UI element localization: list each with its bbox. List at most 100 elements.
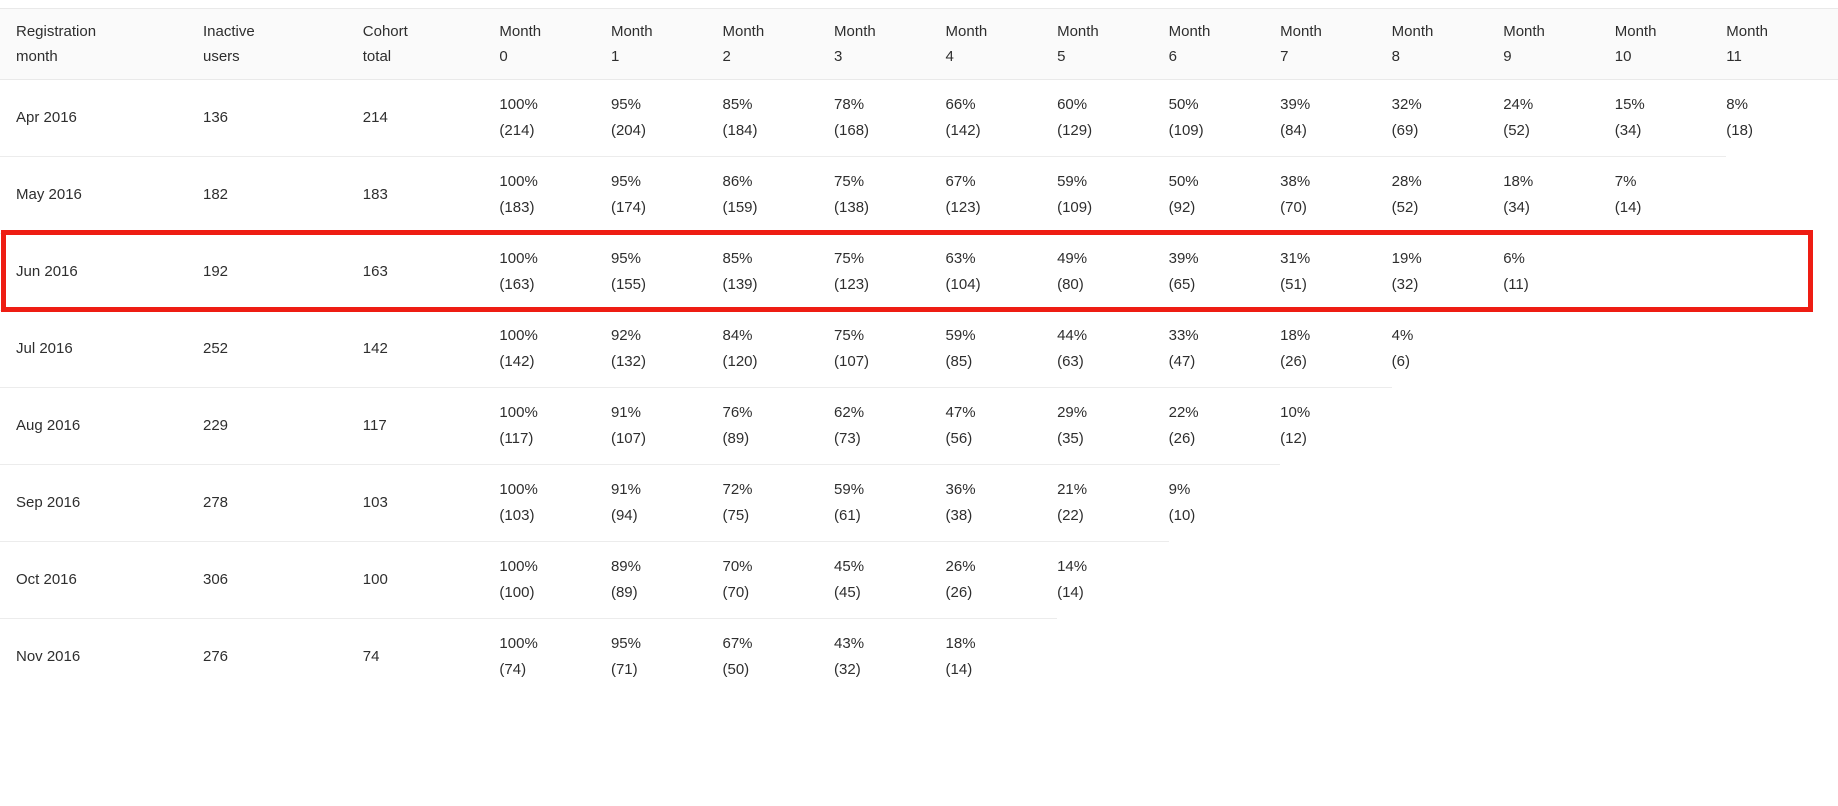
cell-month-3: 75% (138) <box>834 156 946 234</box>
retention-count: (52) <box>1391 199 1419 216</box>
retention-count: (174) <box>610 199 646 216</box>
cell-month-2: 85% (139) <box>722 233 835 311</box>
retention-count: (74) <box>499 661 527 679</box>
column-header-month-0: Month 0 <box>499 8 611 80</box>
cell-month-7-empty <box>1280 542 1392 619</box>
cell-month-10-empty <box>1615 465 1727 542</box>
cell-month-7: 39% (84) <box>1280 80 1392 157</box>
cell-month-3: 62% (73) <box>834 387 946 465</box>
retention-percent: 95% <box>610 173 641 190</box>
cell-inactive-users: 192 <box>202 233 363 311</box>
retention-percent: 91% <box>610 481 641 498</box>
column-header-month-6: Month 6 <box>1168 8 1281 80</box>
column-header-label: Month 5 <box>1057 23 1099 65</box>
cell-month-9-empty <box>1503 542 1615 619</box>
retention-percent: 100% <box>499 327 538 344</box>
retention-count: (63) <box>1057 353 1084 370</box>
retention-count: (12) <box>1280 430 1307 448</box>
cell-cohort-total: 183 <box>362 156 500 234</box>
cell-month-4: 59% (85) <box>945 310 1058 388</box>
retention-count: (26) <box>945 584 973 601</box>
column-header-label: Month 6 <box>1168 23 1211 65</box>
column-header-month-9: Month 9 <box>1503 8 1615 80</box>
retention-percent: 21% <box>1057 481 1088 498</box>
column-header-month-2: Month 2 <box>722 8 835 80</box>
cell-month-3: 78% (168) <box>834 80 946 157</box>
cell-registration-month: Jul 2016 <box>0 310 203 388</box>
retention-count: (214) <box>499 122 535 139</box>
cell-month-11-empty <box>1726 388 1838 465</box>
column-header-label: Month 8 <box>1391 23 1434 65</box>
column-header-month-10: Month 10 <box>1614 8 1727 80</box>
cell-month-6: 9% (10) <box>1168 464 1281 542</box>
column-header-label: Month 7 <box>1280 23 1322 65</box>
retention-percent: 62% <box>834 404 865 421</box>
retention-percent: 8% <box>1726 96 1748 114</box>
retention-percent: 47% <box>945 404 976 421</box>
retention-percent: 33% <box>1168 327 1199 344</box>
retention-percent: 39% <box>1280 96 1311 113</box>
retention-percent: 59% <box>1057 173 1088 190</box>
retention-count: (70) <box>1280 199 1307 216</box>
cell-month-10-empty <box>1615 542 1727 619</box>
cohort-row-jun-2016: Jun 2016 192 163 100% (163) 95% (155) 85% (139) 7… <box>0 233 1838 311</box>
retention-percent: 26% <box>945 558 976 575</box>
retention-percent: 10% <box>1280 404 1311 422</box>
column-header-label: Month 10 <box>1614 23 1657 65</box>
cohort-table-container: Registration month Inactive users Cohort t… <box>0 8 1838 696</box>
cell-month-5: 14% (14) <box>1057 541 1169 619</box>
retention-percent: 72% <box>722 481 753 498</box>
retention-count: (10) <box>1168 507 1196 525</box>
cell-month-6: 22% (26) <box>1168 387 1281 465</box>
cell-month-10-empty <box>1615 619 1727 696</box>
retention-count: (56) <box>945 430 973 447</box>
cell-month-11-empty <box>1726 542 1838 619</box>
cell-month-6-empty <box>1169 619 1281 696</box>
column-header-label: Month 2 <box>722 23 765 65</box>
cohort-row-sep-2016: Sep 2016 278 103 100% (103) 91% (94) 72% (75) 59%… <box>0 464 1838 542</box>
retention-count: (73) <box>834 430 861 447</box>
column-header-month-8: Month 8 <box>1391 8 1504 80</box>
cell-month-1: 95% (71) <box>610 618 723 696</box>
retention-count: (14) <box>1057 584 1084 602</box>
retention-percent: 75% <box>834 173 865 190</box>
cell-month-3: 43% (32) <box>834 618 946 696</box>
cell-registration-month: Jun 2016 <box>0 233 203 311</box>
cell-cohort-total: 142 <box>362 310 500 388</box>
retention-count: (120) <box>722 353 758 370</box>
cell-registration-month: May 2016 <box>0 156 203 234</box>
retention-count: (84) <box>1280 122 1307 139</box>
column-header-month-4: Month 4 <box>945 8 1058 80</box>
retention-count: (109) <box>1168 122 1204 139</box>
retention-percent: 66% <box>945 96 976 113</box>
cell-month-6: 50% (92) <box>1168 156 1281 234</box>
column-header-label: Month 11 <box>1726 23 1768 65</box>
column-header-label: Registration month <box>16 23 97 65</box>
column-header-label: Month 9 <box>1503 23 1545 65</box>
retention-count: (132) <box>610 353 646 370</box>
cell-month-4: 63% (104) <box>945 233 1058 311</box>
retention-count: (14) <box>945 661 973 679</box>
cell-month-1: 91% (107) <box>610 387 723 465</box>
column-header-label: Inactive users <box>202 23 255 65</box>
cell-month-1: 95% (204) <box>611 80 723 157</box>
cell-cohort-total: 103 <box>362 464 500 542</box>
retention-count: (51) <box>1280 276 1307 293</box>
cell-month-1: 95% (174) <box>610 156 723 234</box>
retention-percent: 63% <box>945 250 976 267</box>
retention-percent: 22% <box>1168 404 1199 421</box>
retention-percent: 100% <box>499 173 538 190</box>
retention-percent: 84% <box>722 327 753 344</box>
retention-percent: 15% <box>1614 96 1645 113</box>
column-header-label: Month 0 <box>499 23 542 65</box>
retention-count: (61) <box>834 507 861 524</box>
retention-percent: 50% <box>1168 96 1199 113</box>
retention-percent: 19% <box>1391 250 1422 267</box>
retention-count: (89) <box>610 584 638 601</box>
cell-month-3: 75% (123) <box>834 233 946 311</box>
cell-month-10: 15% (34) <box>1615 80 1727 157</box>
retention-percent: 14% <box>1057 558 1088 576</box>
retention-count: (123) <box>945 199 981 216</box>
retention-count: (14) <box>1614 199 1642 217</box>
cell-month-8: 4% (6) <box>1391 310 1504 388</box>
